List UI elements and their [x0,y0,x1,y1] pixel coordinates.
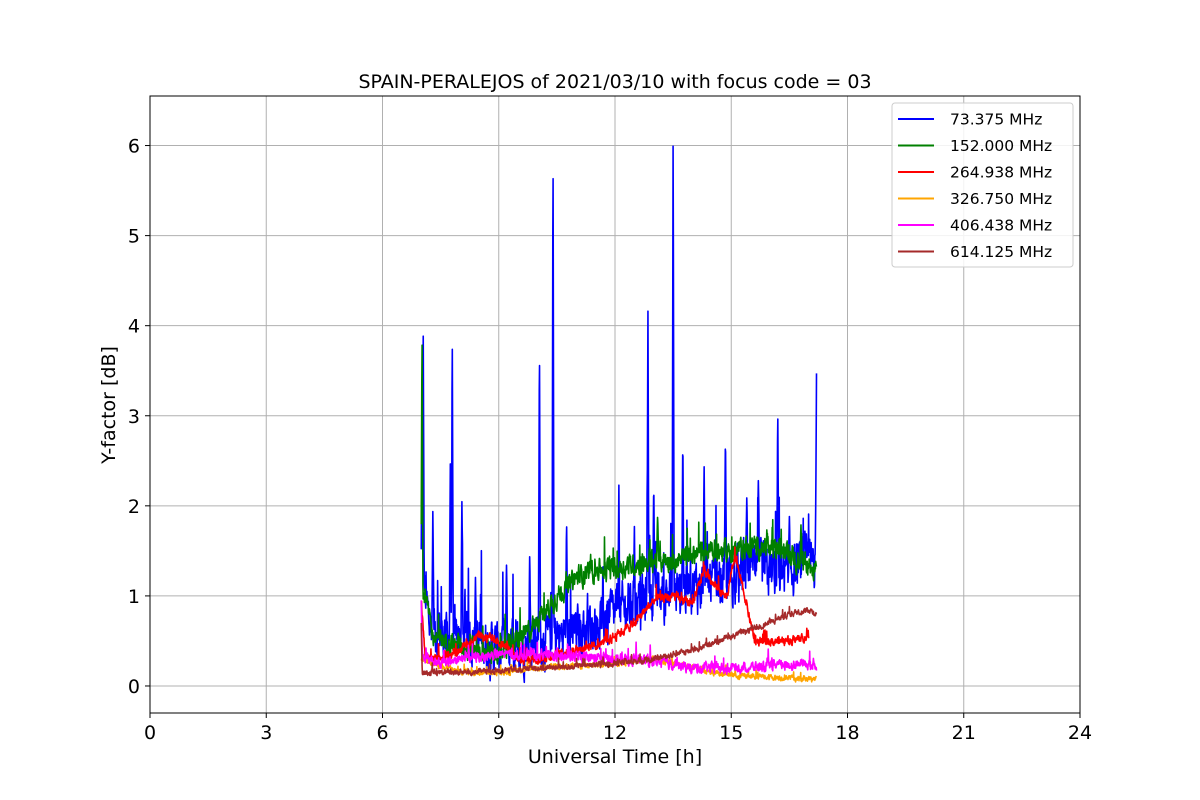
x-tick-label: 6 [376,722,388,744]
x-tick-label: 24 [1068,722,1092,744]
series-lines [420,145,818,684]
y-axis-label: Y-factor [dB] [98,346,120,465]
x-tick-label: 18 [835,722,859,744]
legend-label: 326.750 MHz [950,190,1052,208]
legend-label: 406.438 MHz [950,217,1052,235]
x-tick-label: 0 [144,722,156,744]
y-tick-label: 5 [128,226,140,248]
y-tick-label: 2 [128,496,140,518]
x-axis-label: Universal Time [h] [528,746,702,768]
y-tick-label: 6 [128,136,140,158]
y-tick-label: 0 [128,676,140,698]
x-tick-label: 21 [952,722,976,744]
legend-label: 614.125 MHz [950,243,1052,261]
y-tick-label: 3 [128,406,140,428]
legend-box [891,102,1074,268]
y-tick-label: 4 [128,316,140,338]
series-line [420,605,818,677]
y-tick-label: 1 [128,586,140,608]
x-tick-label: 9 [493,722,505,744]
legend: 73.375 MHz 152.000 MHz 264.938 MHz 326.750 … [891,102,1074,268]
legend-label: 264.938 MHz [950,164,1052,182]
x-tick-label: 15 [719,722,743,744]
series-line [420,546,810,666]
x-tick-label: 3 [260,722,272,744]
legend-label: 152.000 MHz [950,137,1052,155]
x-tick-label: 12 [603,722,627,744]
legend-label: 73.375 MHz [950,111,1042,129]
chart-title: SPAIN-PERALEJOS of 2021/03/10 with focus… [358,71,871,93]
legend-items: 73.375 MHz 152.000 MHz 264.938 MHz 326.750 … [898,111,1052,261]
